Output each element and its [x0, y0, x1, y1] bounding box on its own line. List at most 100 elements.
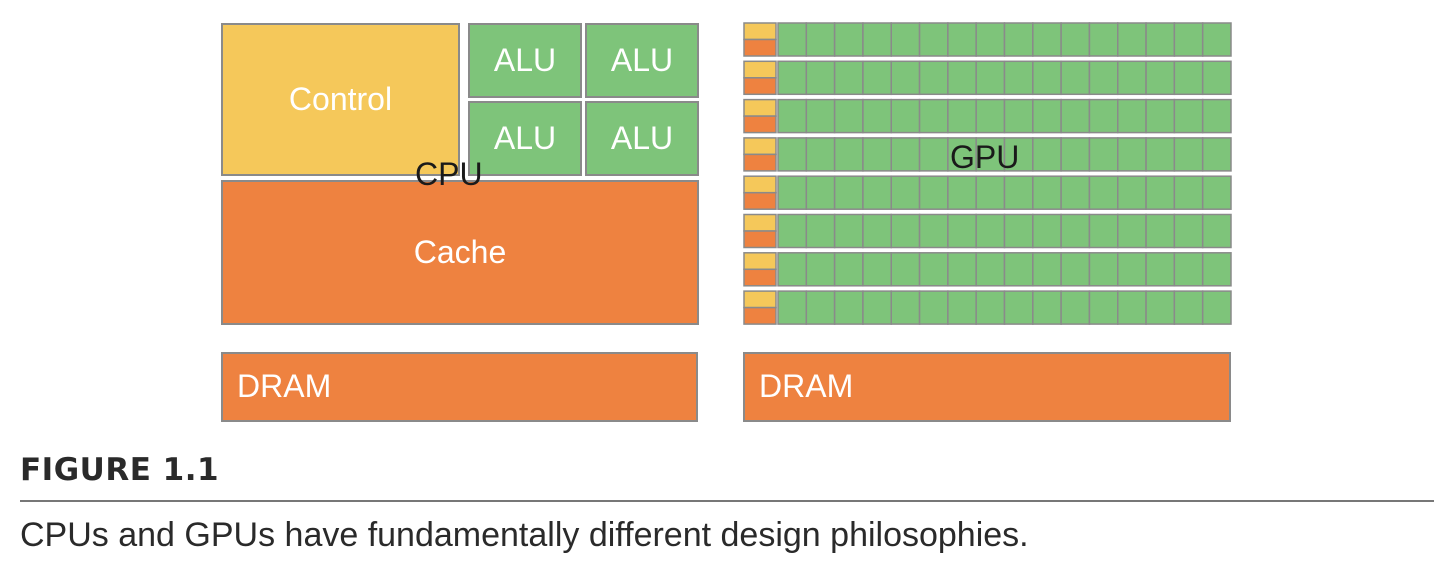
- gpu-core-cell: [1173, 137, 1204, 172]
- gpu-core-cell: [1088, 213, 1119, 249]
- cpu-cache-label: Cache: [413, 234, 507, 270]
- gpu-core-cell: [947, 98, 977, 134]
- gpu-core-cell: [1088, 252, 1119, 287]
- gpu-core-cell: [1201, 252, 1232, 287]
- cpu-dram-block: DRAM: [221, 352, 698, 422]
- gpu-core-cell: [1117, 290, 1147, 325]
- gpu-core-cell: [1003, 98, 1034, 134]
- gpu-core-cell: [1032, 290, 1062, 325]
- gpu-core-cell: [1145, 175, 1176, 210]
- gpu-core-cell: [1173, 22, 1204, 57]
- gpu-core-cell: [1201, 60, 1232, 96]
- gpu-core-cell: [1145, 22, 1176, 57]
- gpu-label: GPU: [950, 139, 1020, 175]
- gpu-core-cell: [975, 98, 1006, 134]
- gpu-core-cell: [777, 60, 808, 96]
- gpu-core-cell: [777, 175, 808, 210]
- gpu-core-cell: [1060, 60, 1091, 96]
- cpu-alu-label: ALU: [493, 42, 557, 78]
- gpu-core-cell: [1088, 98, 1119, 134]
- caption-divider: [20, 500, 1434, 502]
- gpu-cache-cell: [743, 306, 777, 325]
- gpu-core-cell: [833, 175, 864, 210]
- gpu-core-cell: [975, 22, 1006, 57]
- gpu-core-cell: [805, 98, 836, 134]
- gpu-core-cell: [1032, 213, 1062, 249]
- gpu-core-cell: [947, 252, 977, 287]
- gpu-core-cell: [975, 213, 1006, 249]
- gpu-core-cell: [1060, 98, 1091, 134]
- gpu-core-cell: [1003, 175, 1034, 210]
- gpu-core-cell: [1032, 22, 1062, 57]
- gpu-cache-cell: [743, 191, 777, 210]
- gpu-core-cell: [1003, 213, 1034, 249]
- gpu-core-cell: [777, 213, 808, 249]
- gpu-core-cell: [890, 175, 921, 210]
- gpu-core-cell: [1173, 98, 1204, 134]
- gpu-core-cell: [1173, 252, 1204, 287]
- cpu-control-block: Control: [221, 23, 460, 176]
- gpu-core-cell: [890, 213, 921, 249]
- gpu-core-cell: [833, 60, 864, 96]
- gpu-core-cell: [918, 252, 949, 287]
- gpu-control-cell: [743, 98, 777, 117]
- gpu-core-cell: [1145, 290, 1176, 325]
- gpu-core-cell: [862, 98, 892, 134]
- gpu-core-cell: [1088, 60, 1119, 96]
- gpu-core-array: [743, 22, 1232, 325]
- gpu-core-cell: [1173, 60, 1204, 96]
- gpu-core-cell: [918, 98, 949, 134]
- gpu-core-cell: [1117, 98, 1147, 134]
- figure-caption: CPUs and GPUs have fundamentally differe…: [20, 516, 1029, 554]
- gpu-core-cell: [947, 290, 977, 325]
- gpu-core-cell: [1088, 175, 1119, 210]
- gpu-core-cell: [777, 22, 808, 57]
- gpu-core-cell: [833, 22, 864, 57]
- gpu-core-cell: [975, 60, 1006, 96]
- gpu-core-cell: [890, 22, 921, 57]
- cpu-alu-label: ALU: [493, 120, 557, 156]
- gpu-core-cell: [1088, 137, 1119, 172]
- gpu-cache-cell: [743, 230, 777, 249]
- gpu-core-cell: [805, 290, 836, 325]
- gpu-core-cell: [1003, 60, 1034, 96]
- gpu-dram-label: DRAM: [759, 368, 854, 404]
- gpu-core-cell: [833, 252, 864, 287]
- gpu-core-cell: [805, 60, 836, 96]
- gpu-core-cell: [1003, 22, 1034, 57]
- gpu-core-cell: [947, 175, 977, 210]
- gpu-control-cell: [743, 175, 777, 194]
- gpu-core-cell: [1145, 252, 1176, 287]
- gpu-core-cell: [1060, 213, 1091, 249]
- cpu-alu-block-1: ALU: [468, 23, 582, 98]
- gpu-control-cell: [743, 137, 777, 156]
- gpu-core-cell: [918, 60, 949, 96]
- gpu-control-cell: [743, 213, 777, 232]
- gpu-core-cell: [1117, 213, 1147, 249]
- gpu-core-cell: [833, 290, 864, 325]
- gpu-core-cell: [805, 213, 836, 249]
- gpu-core-cell: [777, 252, 808, 287]
- gpu-core-cell: [805, 252, 836, 287]
- gpu-core-cell: [1145, 60, 1176, 96]
- gpu-core-cell: [862, 252, 892, 287]
- gpu-control-cell: [743, 252, 777, 271]
- gpu-core-cell: [1201, 98, 1232, 134]
- gpu-core-cell: [1173, 175, 1204, 210]
- gpu-core-cell: [1032, 252, 1062, 287]
- gpu-core-cell: [1003, 137, 1034, 172]
- gpu-core-cell: [1201, 290, 1232, 325]
- gpu-core-cell: [975, 290, 1006, 325]
- gpu-core-cell: [777, 137, 808, 172]
- gpu-core-cell: [947, 213, 977, 249]
- gpu-core-cell: [777, 290, 808, 325]
- gpu-core-cell: [862, 22, 892, 57]
- gpu-cache-cell: [743, 268, 777, 287]
- gpu-core-cell: [1201, 175, 1232, 210]
- gpu-core-cell: [1201, 213, 1232, 249]
- gpu-core-cell: [862, 60, 892, 96]
- gpu-core-cell: [1032, 137, 1062, 172]
- gpu-core-cell: [1117, 175, 1147, 210]
- gpu-core-cell: [777, 98, 808, 134]
- gpu-dram-block: DRAM: [743, 352, 1231, 422]
